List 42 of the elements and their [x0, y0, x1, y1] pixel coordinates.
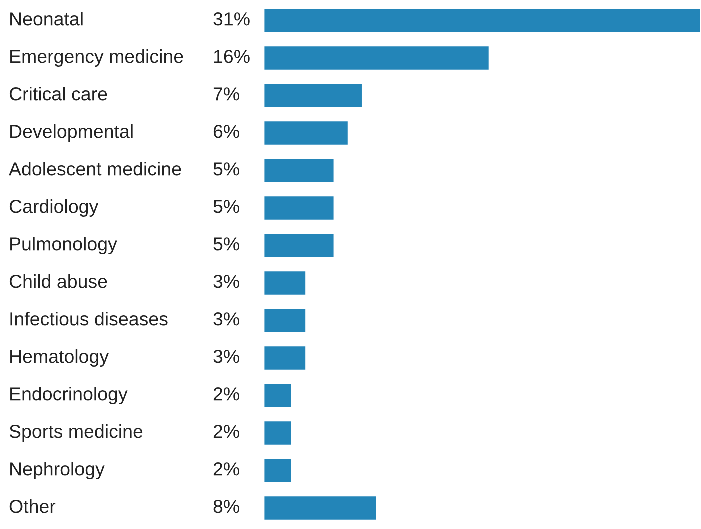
- data-label: 16%: [214, 50, 250, 64]
- bar: [264, 8, 701, 34]
- y-tick-label: Endocrinology: [10, 387, 128, 404]
- y-tick-label: Other: [10, 500, 56, 514]
- bar: [264, 195, 336, 222]
- bar: [264, 420, 293, 446]
- bar: [264, 120, 350, 146]
- data-label: 8%: [214, 500, 240, 514]
- y-tick-label: Developmental: [10, 124, 133, 142]
- y-tick-label: Nephrology: [10, 462, 105, 480]
- bar: [264, 495, 378, 522]
- data-label: 7%: [214, 88, 240, 101]
- y-tick-label: Child abuse: [10, 274, 108, 288]
- bar: [264, 458, 293, 484]
- data-label: 3%: [214, 350, 240, 364]
- data-label: 5%: [214, 200, 240, 214]
- data-label: 2%: [214, 388, 240, 401]
- bar: [264, 308, 307, 334]
- data-label: 5%: [214, 238, 240, 251]
- bar: [264, 82, 364, 109]
- y-tick-label: Emergency medicine: [10, 50, 184, 67]
- data-label: 31%: [214, 12, 250, 26]
- data-label: 6%: [214, 125, 240, 138]
- y-tick-label: Adolescent medicine: [9, 162, 182, 176]
- bar: [264, 345, 307, 372]
- bar: [264, 382, 293, 409]
- y-tick-label: Cardiology: [10, 200, 99, 217]
- y-tick-label: Sports medicine: [10, 424, 143, 442]
- y-tick-label: Neonatal: [10, 12, 83, 26]
- data-label: 2%: [214, 425, 240, 438]
- data-label: 2%: [214, 462, 240, 476]
- data-label: 3%: [214, 312, 240, 326]
- y-tick-label: Hematology: [10, 350, 110, 367]
- bar: [264, 270, 307, 296]
- bar: [264, 45, 490, 72]
- data-label: 5%: [214, 162, 240, 176]
- y-tick-label: Pulmonology: [10, 237, 118, 254]
- bar: [264, 232, 336, 259]
- y-tick-label: Infectious diseases: [10, 312, 168, 326]
- y-tick-label: Critical care: [10, 87, 108, 101]
- bar: [264, 158, 336, 184]
- data-label: 3%: [214, 275, 240, 288]
